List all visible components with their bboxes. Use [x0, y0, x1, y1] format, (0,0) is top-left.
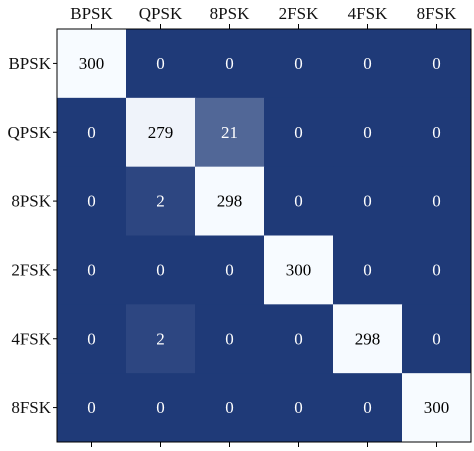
- cell-value-label: 0: [294, 329, 303, 348]
- heatmap-cell-2fsk-8psk: [195, 235, 265, 305]
- heatmap-cell-2fsk-8fsk: [402, 235, 472, 305]
- cell-value-label: 298: [355, 329, 381, 348]
- cell-value-label: 0: [87, 329, 96, 348]
- cell-value-label: 0: [432, 192, 441, 211]
- heatmap-cell-bpsk-4fsk: [333, 29, 403, 99]
- heatmap-cell-4fsk-8psk: [195, 304, 265, 374]
- heatmap-cell-8fsk-qpsk: [126, 373, 196, 443]
- heatmap-cell-2fsk-bpsk: [57, 235, 127, 305]
- cell-value-label: 279: [148, 123, 174, 142]
- cell-value-label: 0: [363, 260, 372, 279]
- cell-value-label: 0: [87, 398, 96, 417]
- heatmap-cell-8psk-2fsk: [264, 166, 334, 236]
- y-tick-label-qpsk: QPSK: [8, 123, 52, 142]
- heatmap-cell-2fsk-qpsk: [126, 235, 196, 305]
- y-tick-label-8psk: 8PSK: [11, 192, 51, 211]
- heatmap-cell-4fsk-8fsk: [402, 304, 472, 374]
- cell-value-label: 0: [432, 329, 441, 348]
- heatmap-cell-bpsk-8fsk: [402, 29, 472, 99]
- x-axis-ticks: BPSK QPSK 8PSK 2FSK 4FSK 8FSK: [70, 4, 457, 447]
- cell-value-label: 0: [363, 192, 372, 211]
- cell-value-label: 0: [432, 54, 441, 73]
- cell-value-label: 2: [156, 192, 165, 211]
- heatmap-cell-8fsk-4fsk: [333, 373, 403, 443]
- heatmap-cell-bpsk-bpsk: [57, 29, 127, 99]
- cell-value-label: 0: [156, 398, 165, 417]
- cell-value-label: 0: [432, 123, 441, 142]
- cell-value-label: 0: [294, 123, 303, 142]
- heatmap-cell-8psk-qpsk: [126, 166, 196, 236]
- heatmap-cell-8psk-8psk: [195, 166, 265, 236]
- x-tick-label-2fsk: 2FSK: [279, 4, 319, 23]
- cell-value-label: 0: [363, 123, 372, 142]
- heatmap-cell-4fsk-2fsk: [264, 304, 334, 374]
- heatmap-cell-4fsk-qpsk: [126, 304, 196, 374]
- cell-value-label: 0: [363, 54, 372, 73]
- heatmap-cell-labels: 300 0 0 0 0 0 0 279 21 0 0 0 0 2 298 0 0 0 0 0 0 300 0 0 0 2 0 0 298…: [79, 54, 450, 417]
- x-tick-label-4fsk: 4FSK: [348, 4, 388, 23]
- heatmap-cell-2fsk-4fsk: [333, 235, 403, 305]
- y-tick-label-2fsk: 2FSK: [11, 260, 51, 279]
- cell-value-label: 0: [156, 260, 165, 279]
- x-tick-label-qpsk: QPSK: [139, 4, 183, 23]
- heatmap-cell-qpsk-qpsk: [126, 97, 196, 168]
- heatmap-cell-8fsk-2fsk: [264, 373, 334, 443]
- y-tick-label-4fsk: 4FSK: [11, 329, 51, 348]
- heatmap-cell-bpsk-8psk: [195, 29, 265, 99]
- heatmap-cells: [57, 29, 472, 443]
- cell-value-label: 2: [156, 329, 165, 348]
- heatmap-cell-qpsk-8psk: [195, 97, 265, 168]
- cell-value-label: 0: [87, 260, 96, 279]
- cell-value-label: 300: [424, 398, 450, 417]
- y-axis-ticks: BPSK QPSK 8PSK 2FSK 4FSK 8FSK: [8, 54, 57, 417]
- heatmap-cell-bpsk-qpsk: [126, 29, 196, 99]
- cell-value-label: 0: [87, 123, 96, 142]
- y-tick-label-bpsk: BPSK: [8, 54, 51, 73]
- cell-value-label: 300: [286, 260, 312, 279]
- heatmap-cell-8psk-4fsk: [333, 166, 403, 236]
- heatmap-cell-8fsk-bpsk: [57, 373, 127, 443]
- cell-value-label: 0: [294, 398, 303, 417]
- cell-value-label: 0: [225, 329, 234, 348]
- heatmap-cell-8fsk-8fsk: [402, 373, 472, 443]
- cell-value-label: 0: [294, 192, 303, 211]
- x-tick-label-8psk: 8PSK: [210, 4, 250, 23]
- cell-value-label: 0: [225, 398, 234, 417]
- cell-value-label: 298: [217, 192, 243, 211]
- cell-value-label: 0: [225, 260, 234, 279]
- x-tick-label-bpsk: BPSK: [70, 4, 113, 23]
- heatmap-cell-bpsk-2fsk: [264, 29, 334, 99]
- heatmap-cell-2fsk-2fsk: [264, 235, 334, 305]
- cell-value-label: 21: [221, 123, 238, 142]
- cell-value-label: 0: [156, 54, 165, 73]
- heatmap-cell-qpsk-bpsk: [57, 97, 127, 168]
- cell-value-label: 300: [79, 54, 105, 73]
- heatmap-cell-qpsk-4fsk: [333, 97, 403, 168]
- cell-value-label: 0: [225, 54, 234, 73]
- cell-value-label: 0: [87, 192, 96, 211]
- cell-value-label: 0: [432, 260, 441, 279]
- plot-frame: [56, 28, 472, 443]
- x-tick-label-8fsk: 8FSK: [417, 4, 457, 23]
- heatmap-cell-8psk-8fsk: [402, 166, 472, 236]
- y-tick-label-8fsk: 8FSK: [11, 398, 51, 417]
- heatmap-cell-8psk-bpsk: [57, 166, 127, 236]
- cell-value-label: 0: [294, 54, 303, 73]
- heatmap-cell-8fsk-8psk: [195, 373, 265, 443]
- heatmap-cell-qpsk-2fsk: [264, 97, 334, 168]
- heatmap-cell-4fsk-bpsk: [57, 304, 127, 374]
- heatmap-cell-qpsk-8fsk: [402, 97, 472, 168]
- cell-value-label: 0: [363, 398, 372, 417]
- heatmap-cell-4fsk-4fsk: [333, 304, 403, 374]
